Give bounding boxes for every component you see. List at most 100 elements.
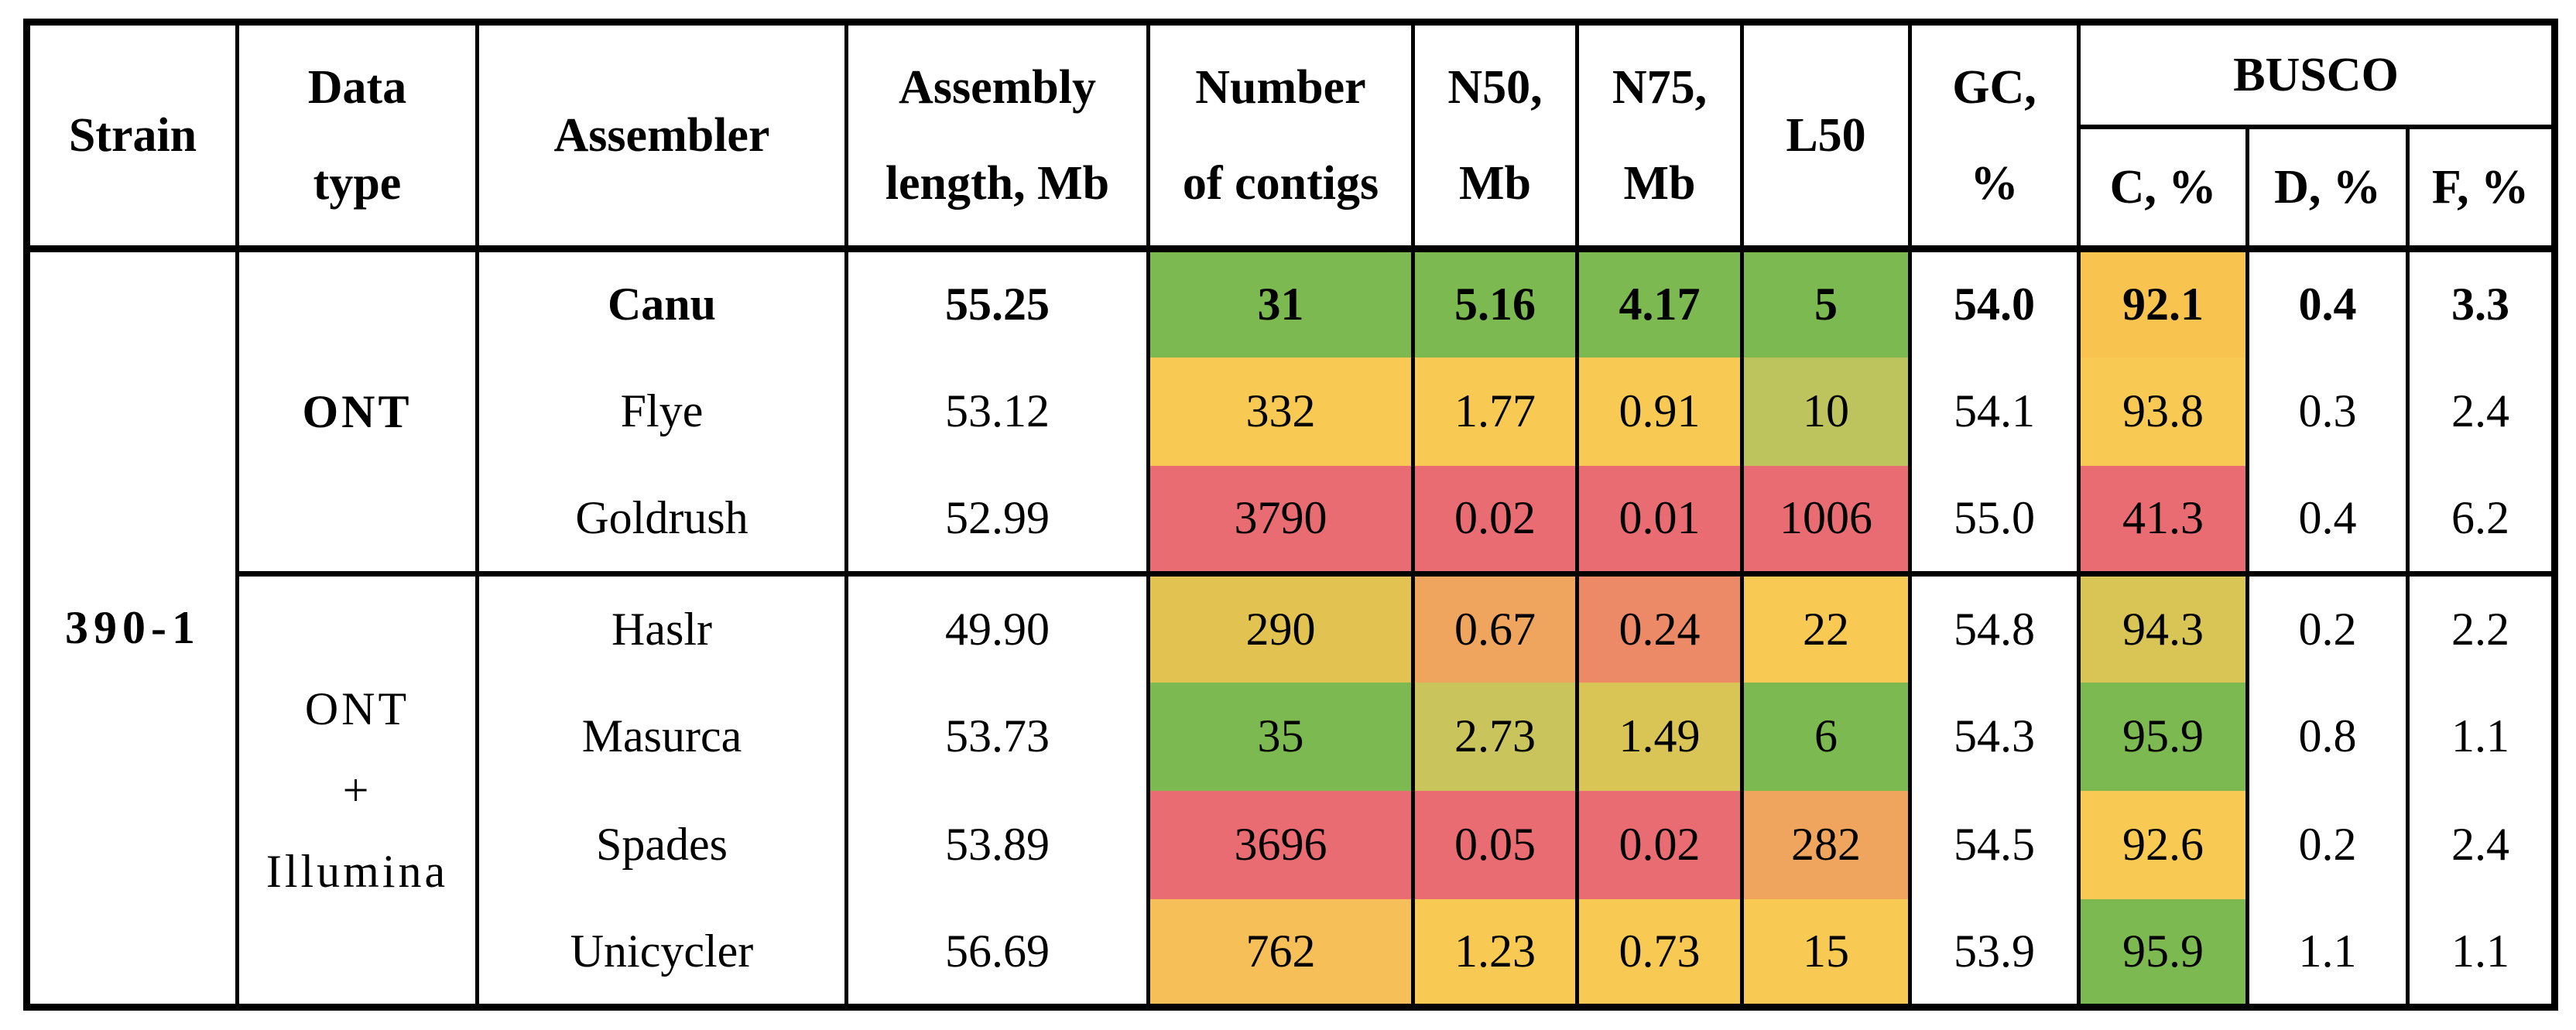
contigs-cell: 3790 <box>1146 465 1415 574</box>
col-header-strain: Strain <box>25 22 239 252</box>
l50-cell: 15 <box>1740 898 1912 1008</box>
assembly-length-cell: 55.25 <box>844 248 1150 358</box>
contigs-cell: 290 <box>1146 571 1415 683</box>
l50-cell: 5 <box>1740 248 1912 358</box>
gc-cell: 53.9 <box>1908 898 2081 1008</box>
assembly-length-cell: 53.73 <box>844 682 1150 791</box>
col-header-busco: BUSCO <box>2077 22 2557 129</box>
n75-cell: 0.91 <box>1575 357 1744 466</box>
col-header-assembly-length: Assembly length, Mb <box>844 22 1150 252</box>
busco-d-cell: 0.4 <box>2245 248 2410 358</box>
busco-d-cell: 0.2 <box>2245 571 2410 683</box>
table-header: Strain Data type Assembler Assembly leng… <box>25 22 2557 252</box>
busco-f-cell: 2.4 <box>2406 357 2557 466</box>
busco-f-cell: 2.4 <box>2406 790 2557 899</box>
table-row: ONT + Illumina Haslr 49.90 290 0.67 0.24 22 54.8 9… <box>27 571 2557 1008</box>
n75-cell: 4.17 <box>1575 248 1744 358</box>
assembly-length-cell: 53.12 <box>844 357 1150 466</box>
busco-d-cell: 0.8 <box>2245 682 2410 791</box>
header-row: Strain Data type Assembler Assembly leng… <box>25 22 2557 252</box>
assembly-stats-table-wrapper: Strain Data type Assembler Assembly leng… <box>23 19 2558 1011</box>
busco-c-cell: 93.8 <box>2077 357 2249 466</box>
header-line: length, Mb <box>885 157 1110 210</box>
gc-cell: 54.0 <box>1908 248 2081 358</box>
table-body: 390-1 ONT Canu 55.25 31 5.16 4.17 5 54.0 92.1 0.4 3… <box>25 248 2557 1008</box>
col-header-data-type: Data type <box>235 22 479 252</box>
table-row: Masurca 53.73 35 2.73 1.49 6 54.3 95.9 0.8 1.1 <box>27 682 2557 791</box>
n75-cell: 0.73 <box>1575 898 1744 1008</box>
busco-f-cell: 6.2 <box>2406 465 2557 574</box>
col-header-contigs: Number of contigs <box>1146 22 1415 252</box>
n75-cell: 1.49 <box>1575 682 1744 791</box>
header-line: Mb <box>1623 157 1696 210</box>
data-type-cell: ONT <box>235 248 479 574</box>
busco-c-cell: 94.3 <box>2077 571 2249 683</box>
header-line: GC, <box>1952 61 2036 114</box>
l50-cell: 1006 <box>1740 465 1912 574</box>
contigs-cell: 35 <box>1146 682 1415 791</box>
contigs-cell: 762 <box>1146 898 1415 1008</box>
busco-d-cell: 0.4 <box>2245 465 2410 574</box>
col-header-busco-d: D, % <box>2245 127 2410 252</box>
header-line: % <box>1970 157 2019 210</box>
n75-cell: 0.01 <box>1575 465 1744 574</box>
l50-cell: 10 <box>1740 357 1912 466</box>
col-header-n75: N75, Mb <box>1575 22 1744 252</box>
assembly-length-cell: 53.89 <box>844 790 1150 899</box>
header-line: N75, <box>1612 61 1708 114</box>
table-row: Spades 53.89 3696 0.05 0.02 282 54.5 92.6 0.2 2.4 <box>27 790 2557 899</box>
l50-cell: 282 <box>1740 790 1912 899</box>
assembler-cell: Masurca <box>475 682 848 791</box>
n50-cell: 1.77 <box>1411 357 1579 466</box>
busco-c-cell: 95.9 <box>2077 682 2249 791</box>
gc-cell: 55.0 <box>1908 465 2081 574</box>
col-header-gc: GC, % <box>1908 22 2081 252</box>
assembly-length-cell: 56.69 <box>844 898 1150 1008</box>
data-type-cell: ONT + Illumina <box>235 571 479 1008</box>
contigs-cell: 31 <box>1146 248 1415 358</box>
n75-cell: 0.24 <box>1575 571 1744 683</box>
busco-d-cell: 1.1 <box>2245 898 2410 1008</box>
n50-cell: 5.16 <box>1411 248 1579 358</box>
n75-cell: 0.02 <box>1575 790 1744 899</box>
l50-cell: 22 <box>1740 571 1912 683</box>
header-line: N50, <box>1447 61 1543 114</box>
header-line: Data <box>307 61 407 114</box>
header-line: Number <box>1195 61 1366 114</box>
busco-subheader-row: C, % D, % F, % <box>27 127 2557 252</box>
n50-cell: 0.05 <box>1411 790 1579 899</box>
assembly-stats-table: Strain Data type Assembler Assembly leng… <box>23 19 2558 1011</box>
gc-cell: 54.5 <box>1908 790 2081 899</box>
contigs-cell: 332 <box>1146 357 1415 466</box>
busco-c-cell: 41.3 <box>2077 465 2249 574</box>
busco-f-cell: 1.1 <box>2406 898 2557 1008</box>
n50-cell: 1.23 <box>1411 898 1579 1008</box>
col-header-busco-c: C, % <box>2077 127 2249 252</box>
gc-cell: 54.3 <box>1908 682 2081 791</box>
busco-c-cell: 92.1 <box>2077 248 2249 358</box>
assembler-cell: Haslr <box>475 571 848 683</box>
assembler-cell: Spades <box>475 790 848 899</box>
assembly-length-cell: 49.90 <box>844 571 1150 683</box>
gc-cell: 54.8 <box>1908 571 2081 683</box>
assembler-cell: Canu <box>475 248 848 358</box>
assembler-cell: Goldrush <box>475 465 848 574</box>
table-row: Goldrush 52.99 3790 0.02 0.01 1006 55.0 41.3 0.4… <box>27 465 2557 574</box>
header-line: of contigs <box>1182 157 1379 210</box>
l50-cell: 6 <box>1740 682 1912 791</box>
col-header-l50: L50 <box>1740 22 1912 252</box>
header-line: Mb <box>1459 157 1531 210</box>
col-header-n50: N50, Mb <box>1411 22 1579 252</box>
header-line: Assembly <box>899 61 1096 114</box>
busco-f-cell: 1.1 <box>2406 682 2557 791</box>
col-header-busco-f: F, % <box>2406 127 2557 252</box>
table-row: Unicycler 56.69 762 1.23 0.73 15 53.9 95.9 1.1 1.… <box>27 898 2557 1008</box>
busco-d-cell: 0.3 <box>2245 357 2410 466</box>
assembler-cell: Flye <box>475 357 848 466</box>
table-row: 390-1 ONT Canu 55.25 31 5.16 4.17 5 54.0 92.1 0.4 3… <box>25 248 2557 1008</box>
contigs-cell: 3696 <box>1146 790 1415 899</box>
busco-f-cell: 3.3 <box>2406 248 2557 358</box>
assembler-cell: Unicycler <box>475 898 848 1008</box>
strain-cell: 390-1 <box>25 248 239 1008</box>
